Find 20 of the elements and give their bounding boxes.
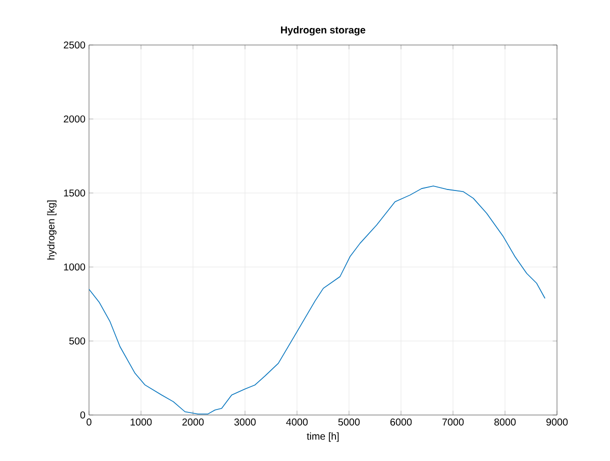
- x-tick-label: 9000: [546, 418, 568, 426]
- y-tick-label: 1500: [64, 189, 86, 197]
- x-tick-label: 3000: [234, 418, 256, 426]
- y-tick-label: 2000: [64, 115, 86, 123]
- line-series: [89, 186, 546, 414]
- chart-title: Hydrogen storage: [281, 26, 366, 36]
- x-axis-title: time [h]: [306, 432, 339, 442]
- x-tick-label: 0: [86, 418, 92, 426]
- y-axis-title: hydrogen [kg]: [47, 200, 56, 260]
- y-tick-label: 0: [80, 411, 86, 419]
- y-tick-label: 1000: [64, 263, 86, 271]
- x-tick-label: 2000: [182, 418, 204, 426]
- x-tick-label: 8000: [494, 418, 516, 426]
- y-tick-label: 2500: [64, 41, 86, 49]
- x-tick-label: 4000: [286, 418, 308, 426]
- x-tick-label: 5000: [338, 418, 360, 426]
- y-tick-label: 500: [69, 337, 86, 345]
- x-tick-label: 7000: [442, 418, 464, 426]
- x-tick-label: 6000: [390, 418, 412, 426]
- x-tick-label: 1000: [130, 418, 152, 426]
